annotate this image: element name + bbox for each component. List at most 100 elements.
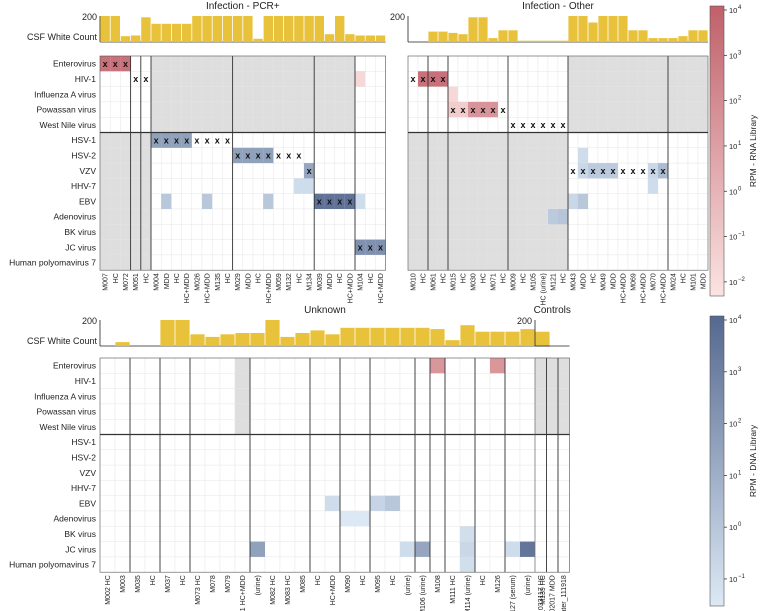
heat-cell-bg bbox=[283, 132, 295, 149]
heat-cell-bg bbox=[222, 101, 233, 118]
heat-cell-bg bbox=[607, 224, 619, 240]
heat-cell-bg bbox=[687, 71, 699, 87]
heat-cell-bg bbox=[144, 526, 161, 542]
heat-cell-bg bbox=[414, 556, 431, 573]
heat-cell-bg bbox=[375, 224, 386, 240]
heat-cell-bg bbox=[687, 208, 699, 225]
heat-cell-bg bbox=[264, 388, 281, 405]
heat-cell-bg bbox=[249, 464, 266, 481]
heat-cell-bg bbox=[242, 239, 254, 256]
csf-bar bbox=[365, 35, 375, 42]
heat-cell-bg bbox=[242, 86, 254, 103]
heat-cell-bg bbox=[129, 388, 146, 405]
heat-cell-bg bbox=[324, 373, 341, 389]
heat-cell-bg bbox=[534, 541, 547, 558]
heat-cell-bg bbox=[487, 132, 499, 149]
heat-cell-bg bbox=[159, 419, 176, 435]
heat-cell-bg bbox=[537, 224, 549, 240]
colorbar-tick-exponent: 3 bbox=[738, 50, 742, 56]
heat-cell-bg bbox=[189, 526, 206, 542]
heat-cell bbox=[460, 526, 475, 542]
heat-cell-bg bbox=[504, 403, 521, 420]
heat-cell-bg bbox=[294, 556, 311, 573]
heat-cell-bg bbox=[457, 132, 469, 149]
heat-cell-bg bbox=[567, 132, 579, 149]
heat-cell-bg bbox=[222, 86, 233, 103]
heat-cell-bg bbox=[527, 147, 539, 164]
heat-cell-bg bbox=[99, 71, 111, 87]
heat-cell-bg bbox=[249, 403, 266, 420]
csf-bar bbox=[294, 16, 304, 42]
heat-cell-bg bbox=[667, 224, 679, 240]
heat-cell-bg bbox=[150, 239, 162, 256]
heat-cell-bg bbox=[365, 86, 376, 103]
heat-cell-bg bbox=[507, 162, 519, 179]
heat-cell-bg bbox=[189, 495, 206, 512]
heat-cell-bg bbox=[657, 178, 669, 194]
heat-cell-bg bbox=[324, 254, 335, 271]
heat-cell-bg bbox=[354, 403, 371, 420]
heat-cell-bg bbox=[354, 556, 371, 573]
column-label: HC bbox=[461, 273, 468, 283]
heat-cell-bg bbox=[467, 254, 479, 271]
detection-mark: x bbox=[460, 105, 465, 115]
heat-cell-bg bbox=[444, 480, 461, 496]
colorbar-gradient bbox=[709, 5, 725, 297]
heat-cell-bg bbox=[191, 178, 203, 194]
heat-cell-bg bbox=[417, 224, 429, 240]
heat-cell-bg bbox=[474, 510, 491, 527]
heat-cell-bg bbox=[309, 556, 326, 573]
csf-bar bbox=[508, 30, 518, 42]
heat-cell-bg bbox=[339, 526, 356, 542]
heat-cell-bg bbox=[249, 388, 266, 405]
heat-cell-bg bbox=[354, 55, 366, 72]
heat-cell bbox=[110, 56, 121, 72]
heat-cell-bg bbox=[130, 193, 142, 210]
heat-cell-bg bbox=[597, 147, 609, 164]
heat-cell-bg bbox=[507, 239, 519, 256]
heat-cell-bg bbox=[637, 147, 649, 164]
heat-cell-bg bbox=[519, 357, 536, 374]
heat-cell-bg bbox=[637, 193, 649, 210]
colorbar-tick-label: 10 bbox=[729, 523, 737, 532]
row-label: JC virus bbox=[65, 544, 96, 554]
column-label: (urine) bbox=[255, 575, 262, 595]
heat-cell-bg bbox=[437, 208, 449, 225]
csf-bar bbox=[558, 40, 568, 42]
heat-cell-bg bbox=[407, 254, 419, 271]
heat-cell-bg bbox=[144, 388, 161, 405]
heat-cell-bg bbox=[497, 132, 509, 149]
heat-cell-bg bbox=[279, 419, 296, 435]
heat-cell-bg bbox=[637, 178, 649, 194]
heat-cell-bg bbox=[114, 449, 131, 466]
heat-cell-bg bbox=[294, 541, 311, 558]
csf-bar bbox=[175, 320, 190, 346]
detection-mark: x bbox=[235, 151, 240, 161]
heat-cell-bg bbox=[159, 526, 176, 542]
csf-bar bbox=[314, 16, 324, 42]
heat-cell-bg bbox=[657, 71, 669, 87]
heat-cell-bg bbox=[99, 239, 111, 256]
heat-cell-bg bbox=[129, 434, 146, 451]
heat-cell-bg bbox=[211, 208, 223, 225]
heat-cell-bg bbox=[334, 254, 346, 271]
heat-cell-bg bbox=[181, 101, 193, 118]
heat-cell-bg bbox=[417, 239, 429, 256]
heat-cell-bg bbox=[252, 116, 264, 133]
heat-cell-bg bbox=[637, 224, 649, 240]
heat-cell-bg bbox=[667, 178, 679, 194]
csf-bar bbox=[488, 38, 498, 42]
heat-cell-bg bbox=[607, 254, 619, 271]
csf-bar bbox=[445, 340, 460, 346]
detection-mark: x bbox=[650, 166, 655, 176]
column-label: M134 bbox=[307, 273, 314, 291]
heat-cell bbox=[448, 101, 458, 118]
detection-mark: x bbox=[307, 166, 312, 176]
heat-cell-bg bbox=[459, 495, 476, 512]
heat-cell-bg bbox=[429, 556, 446, 573]
heat-cell-bg bbox=[130, 254, 142, 271]
csf-bar bbox=[505, 331, 520, 346]
heat-cell-bg bbox=[234, 419, 251, 435]
heat-cell-bg bbox=[324, 403, 341, 420]
heat-cell-bg bbox=[534, 464, 547, 481]
